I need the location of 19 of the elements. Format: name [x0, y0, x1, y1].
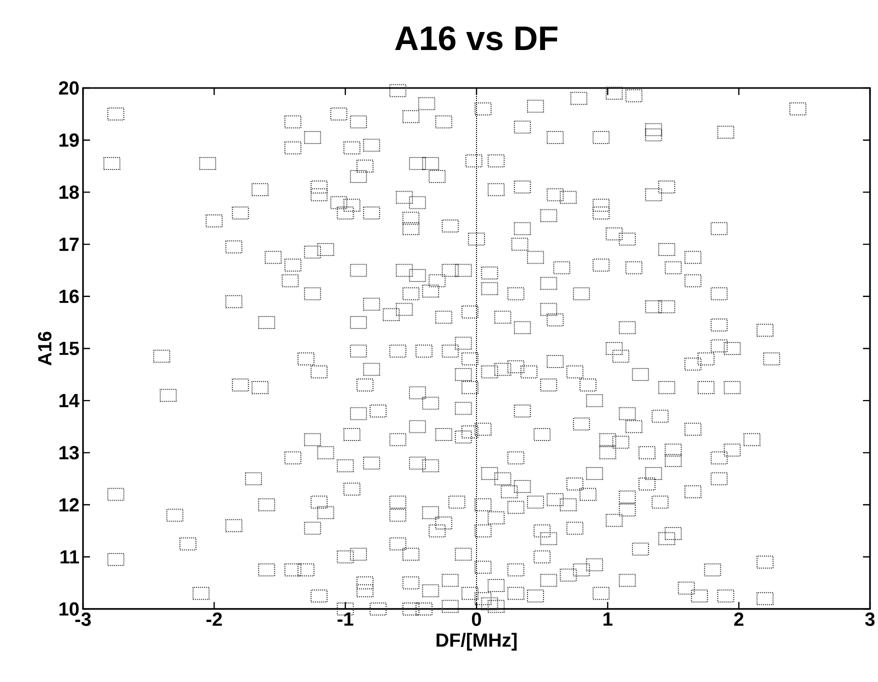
y-axis-title: A16	[38, 332, 52, 366]
y-tick-label: 11	[60, 550, 79, 564]
y-tick-label: 18	[60, 185, 79, 199]
x-tick-label: -2	[206, 612, 222, 626]
x-axis-title: DF/[MHz]	[436, 632, 517, 651]
y-tick-label: 13	[60, 446, 79, 460]
y-tick-label: 15	[60, 342, 79, 356]
y-tick-label: 12	[60, 498, 79, 512]
y-tick-label: 14	[60, 394, 80, 408]
x-tick-label: 1	[604, 612, 612, 626]
y-tick-label: 17	[60, 238, 79, 251]
y-tick-label: 16	[60, 290, 79, 304]
x-tick-label: 0	[472, 612, 482, 626]
x-tick-label: 2	[734, 612, 744, 626]
x-tick-label: 3	[865, 612, 875, 626]
x-tick-label: -1	[338, 612, 354, 626]
chart-title: A16 vs DF	[395, 26, 558, 50]
y-tick-label: 20	[59, 81, 79, 95]
y-tick-label: 19	[60, 133, 79, 147]
